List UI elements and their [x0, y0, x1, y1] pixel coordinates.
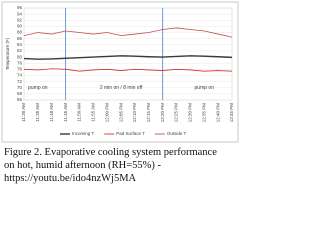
x-tick-label: 11:30 AM: [21, 103, 26, 122]
x-tick-label: 11:55 AM: [91, 103, 96, 122]
legend-label: Pad Surface T: [116, 131, 145, 136]
x-tick-label: 12:05 PM: [118, 103, 123, 123]
chart-frame: [1, 1, 239, 143]
x-tick-label: 12:35 PM: [201, 103, 206, 123]
x-tick-label: 12:20 PM: [160, 103, 165, 123]
x-tick-label: 11:40 AM: [49, 103, 54, 122]
y-tick-label: 92: [17, 17, 23, 22]
x-tick-label: 12:10 PM: [132, 103, 137, 123]
y-tick-label: 94: [17, 11, 23, 16]
x-tick-label: 12:00 PM: [104, 103, 109, 123]
x-tick-label: 12:15 PM: [146, 103, 151, 123]
y-tick-label: 82: [17, 48, 23, 53]
series-line: [23, 68, 233, 72]
x-tick-label: 12:45 PM: [229, 103, 234, 123]
y-tick-label: 88: [17, 30, 23, 35]
annotation: 2 min on / 8 min off: [100, 85, 143, 91]
y-tick-label: 90: [17, 24, 23, 29]
y-tick-label: 86: [17, 36, 23, 41]
x-tick-label: 11:50 AM: [77, 103, 82, 122]
y-tick-label: 66: [17, 97, 23, 102]
y-tick-label: 72: [17, 79, 23, 84]
annotation: pump on: [195, 85, 215, 91]
series-line: [23, 55, 233, 60]
y-tick-label: 70: [17, 85, 23, 90]
page: {"chart_data": {"type": "line", "y_label…: [1, 1, 239, 184]
y-tick-label: 96: [17, 5, 23, 10]
x-tick-label: 11:35 AM: [35, 103, 40, 122]
x-tick-label: 12:40 PM: [215, 103, 220, 123]
y-tick-label: 76: [17, 67, 23, 72]
y-tick-label: 74: [17, 73, 23, 78]
caption: Figure 2. Evaporative cooling system per…: [4, 147, 217, 184]
y-tick-label: 84: [17, 42, 23, 47]
y-tick-label: 78: [17, 60, 23, 65]
y-tick-label: 80: [17, 54, 23, 59]
y-axis-label: Temperature (F): [5, 37, 10, 70]
x-tick-label: 12:25 PM: [174, 103, 179, 123]
annotation: pump on: [28, 85, 48, 91]
x-tick-label: 11:45 AM: [63, 103, 68, 122]
y-tick-label: 68: [17, 91, 23, 96]
x-tick-label: 12:30 PM: [188, 103, 193, 123]
series-line: [23, 27, 233, 38]
legend-label: Incoming T: [72, 131, 94, 136]
legend-label: Outside T: [167, 131, 187, 136]
